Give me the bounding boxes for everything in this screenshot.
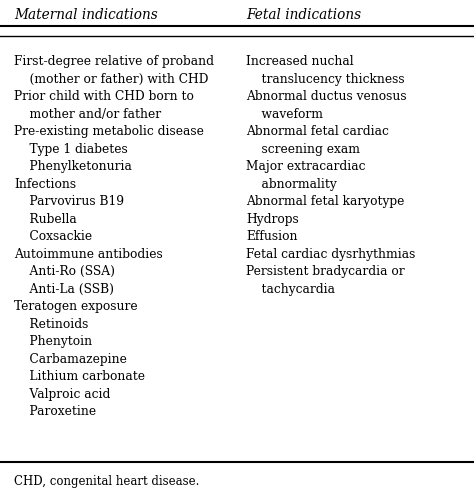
Text: waveform: waveform [246,108,323,121]
Text: Phenytoin: Phenytoin [14,335,92,348]
Text: Parvovirus B19: Parvovirus B19 [14,195,124,208]
Text: Teratogen exposure: Teratogen exposure [14,300,138,313]
Text: translucency thickness: translucency thickness [246,73,405,86]
Text: (mother or father) with CHD: (mother or father) with CHD [14,73,209,86]
Text: Phenylketonuria: Phenylketonuria [14,160,132,173]
Text: Fetal indications: Fetal indications [246,8,362,22]
Text: Prior child with CHD born to: Prior child with CHD born to [14,90,194,103]
Text: Paroxetine: Paroxetine [14,405,96,418]
Text: Infections: Infections [14,177,76,191]
Text: CHD, congenital heart disease.: CHD, congenital heart disease. [14,475,200,488]
Text: Anti-Ro (SSA): Anti-Ro (SSA) [14,265,115,278]
Text: Maternal indications: Maternal indications [14,8,158,22]
Text: Abnormal fetal karyotype: Abnormal fetal karyotype [246,195,405,208]
Text: Major extracardiac: Major extracardiac [246,160,366,173]
Text: Hydrops: Hydrops [246,213,299,226]
Text: Rubella: Rubella [14,213,77,226]
Text: Valproic acid: Valproic acid [14,387,110,400]
Text: First-degree relative of proband: First-degree relative of proband [14,55,214,68]
Text: screening exam: screening exam [246,142,361,155]
Text: Carbamazepine: Carbamazepine [14,353,127,366]
Text: mother and/or father: mother and/or father [14,108,161,121]
Text: Pre-existing metabolic disease: Pre-existing metabolic disease [14,125,204,138]
Text: Anti-La (SSB): Anti-La (SSB) [14,282,114,295]
Text: Persistent bradycardia or: Persistent bradycardia or [246,265,405,278]
Text: Effusion: Effusion [246,230,298,243]
Text: Abnormal ductus venosus: Abnormal ductus venosus [246,90,407,103]
Text: abnormality: abnormality [246,177,337,191]
Text: Type 1 diabetes: Type 1 diabetes [14,142,128,155]
Text: Coxsackie: Coxsackie [14,230,92,243]
Text: tachycardia: tachycardia [246,282,336,295]
Text: Autoimmune antibodies: Autoimmune antibodies [14,248,163,260]
Text: Increased nuchal: Increased nuchal [246,55,354,68]
Text: Lithium carbonate: Lithium carbonate [14,370,145,383]
Text: Fetal cardiac dysrhythmias: Fetal cardiac dysrhythmias [246,248,416,260]
Text: Abnormal fetal cardiac: Abnormal fetal cardiac [246,125,389,138]
Text: Retinoids: Retinoids [14,318,89,331]
